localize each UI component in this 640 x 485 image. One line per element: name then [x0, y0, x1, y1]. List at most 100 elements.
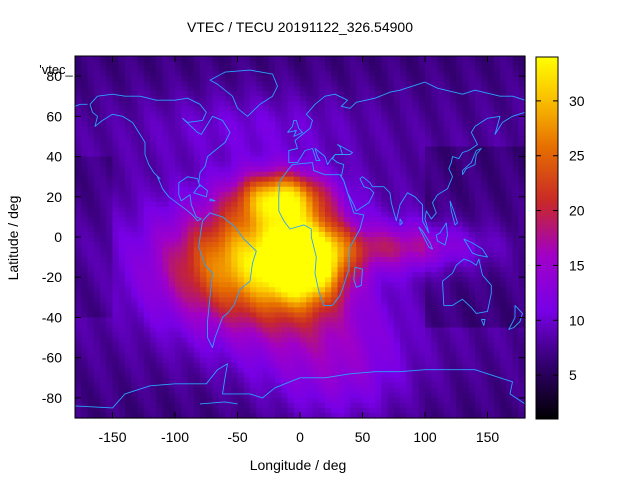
heat-cell: [350, 166, 357, 173]
heat-cell: [243, 216, 251, 223]
heat-cell: [512, 252, 520, 258]
heat-cell: [218, 186, 226, 193]
heat-cell: [93, 221, 101, 228]
heat-cell: [143, 111, 151, 117]
heat-cell: [75, 91, 82, 97]
heat-cell: [343, 382, 351, 389]
heat-cell: [325, 216, 332, 223]
heat-cell: [437, 252, 445, 258]
heat-cell: [387, 136, 395, 143]
heat-cell: [87, 387, 95, 394]
heat-cell: [175, 71, 182, 77]
heat-cell: [131, 101, 139, 107]
heat-cell: [100, 357, 107, 364]
heat-cell: [343, 342, 351, 349]
heat-cell: [468, 186, 476, 193]
heat-cell: [462, 267, 470, 273]
heat-cell: [287, 297, 295, 303]
heat-cell: [168, 176, 176, 183]
heat-cell: [300, 126, 307, 133]
heat-cell: [431, 347, 439, 354]
heat-cell: [400, 166, 407, 173]
heat-cell: [487, 61, 495, 67]
heat-cell: [118, 126, 126, 133]
heat-cell: [187, 176, 195, 183]
heat-cell: [206, 216, 214, 223]
heat-cell: [181, 342, 189, 349]
heat-cell: [406, 237, 414, 243]
heat-cell: [81, 196, 89, 203]
heat-cell: [343, 76, 351, 82]
heat-cell: [375, 312, 382, 319]
heat-cell: [125, 201, 132, 208]
heat-cell: [300, 267, 307, 273]
heat-cell: [506, 327, 514, 334]
heat-cell: [93, 106, 101, 112]
heat-cell: [337, 111, 345, 117]
heat-cell: [118, 226, 126, 233]
heat-cell: [262, 267, 270, 273]
heat-cell: [100, 101, 107, 107]
heat-cell: [500, 211, 507, 218]
heat-cell: [381, 322, 389, 329]
heat-cell: [281, 101, 289, 107]
heat-cell: [356, 377, 364, 384]
heat-cell: [375, 322, 382, 329]
heat-cell: [143, 61, 151, 67]
heat-cell: [268, 252, 276, 258]
heat-cell: [393, 262, 401, 268]
heat-cell: [387, 292, 395, 298]
heat-cell: [468, 211, 476, 218]
heat-cell: [412, 91, 420, 97]
heat-cell: [93, 91, 101, 97]
heat-cell: [343, 136, 351, 143]
heat-cell: [137, 151, 145, 158]
heat-cell: [187, 297, 195, 303]
heat-cell: [375, 327, 382, 334]
heat-cell: [125, 307, 132, 314]
heat-cell: [212, 277, 220, 283]
heat-cell: [75, 166, 82, 173]
heat-cell: [212, 201, 220, 208]
heat-cell: [206, 91, 214, 97]
heat-cell: [206, 247, 214, 253]
heat-cell: [350, 81, 357, 87]
heat-cell: [412, 362, 420, 369]
heat-cell: [106, 242, 114, 248]
heat-cell: [118, 131, 126, 138]
heat-cell: [125, 237, 132, 243]
heat-cell: [350, 121, 357, 127]
heat-cell: [437, 201, 445, 208]
heat-cell: [137, 267, 145, 273]
heat-cell: [368, 252, 376, 258]
heat-cell: [462, 216, 470, 223]
heat-cell: [400, 277, 407, 283]
heat-cell: [325, 146, 332, 153]
heat-cell: [137, 367, 145, 374]
heat-cell: [100, 76, 107, 82]
heat-cell: [250, 161, 257, 168]
heat-cell: [206, 377, 214, 384]
heat-cell: [462, 262, 470, 268]
heat-cell: [212, 322, 220, 329]
heat-cell: [206, 372, 214, 379]
heat-cell: [106, 191, 114, 198]
heat-cell: [412, 131, 420, 138]
heat-cell: [325, 151, 332, 158]
heat-cell: [312, 317, 320, 324]
heat-cell: [518, 377, 526, 384]
heat-cell: [106, 357, 114, 364]
heat-cell: [468, 292, 476, 298]
heat-cell: [406, 106, 414, 112]
heat-cell: [218, 317, 226, 324]
heat-cell: [425, 377, 432, 384]
heat-cell: [237, 357, 245, 364]
heat-cell: [387, 382, 395, 389]
heat-cell: [387, 211, 395, 218]
heat-cell: [337, 101, 345, 107]
heat-cell: [212, 166, 220, 173]
heat-cell: [481, 71, 489, 77]
heat-cell: [300, 282, 307, 288]
heat-cell: [350, 282, 357, 288]
heat-cell: [356, 322, 364, 329]
